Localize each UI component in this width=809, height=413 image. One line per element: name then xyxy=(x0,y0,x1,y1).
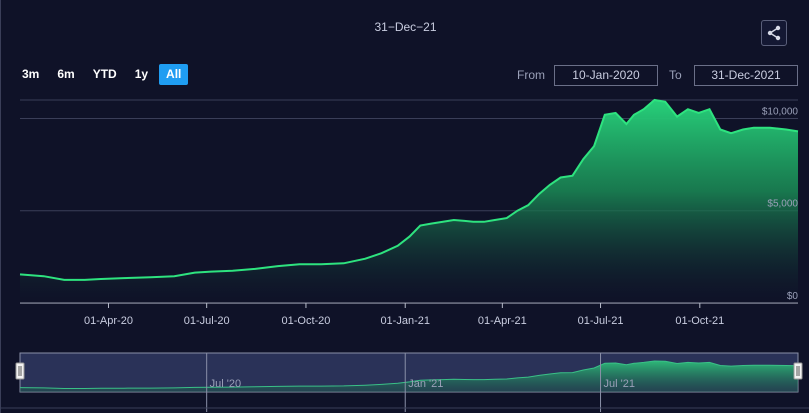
range-selector: 3m 6m YTD 1y All xyxy=(15,64,192,85)
navigator-handle-right[interactable] xyxy=(793,362,803,380)
range-button-6m[interactable]: 6m xyxy=(57,67,75,81)
chart-title: 31−Dec−21 xyxy=(374,20,437,34)
share-button[interactable] xyxy=(761,20,787,46)
range-button-all[interactable]: All xyxy=(159,64,189,85)
x-tick-label: 01-Jul-20 xyxy=(184,315,230,327)
range-button-1y[interactable]: 1y xyxy=(134,67,149,81)
x-tick-label: 01-Jan-21 xyxy=(380,315,430,327)
x-tick-label: 01-Oct-21 xyxy=(675,315,724,327)
x-tick-label: 01-Apr-20 xyxy=(84,315,133,327)
navigator-area xyxy=(20,361,798,392)
y-tick-label: $10,000 xyxy=(762,106,799,117)
to-label: To xyxy=(669,68,682,82)
series-area xyxy=(20,100,798,303)
x-tick-label: 01-Oct-20 xyxy=(281,315,330,327)
navigator-window[interactable] xyxy=(19,352,799,393)
from-label: From xyxy=(517,68,545,82)
y-tick-label: $5,000 xyxy=(767,199,798,210)
navigator-tick-label: Jul '21 xyxy=(604,378,635,390)
x-tick-label: 01-Apr-21 xyxy=(478,315,527,327)
share-icon xyxy=(767,25,781,41)
navigator-tick-label: Jan '21 xyxy=(408,378,443,390)
y-tick-label: $0 xyxy=(787,291,799,302)
navigator-line xyxy=(19,360,799,389)
navigator-tick-label: Jul '20 xyxy=(210,378,241,390)
navigator-handle-left[interactable] xyxy=(15,362,25,380)
x-tick-label: 01-Jul-21 xyxy=(578,315,624,327)
from-date-input[interactable]: 10-Jan-2020 xyxy=(554,65,658,86)
range-button-ytd[interactable]: YTD xyxy=(92,67,117,81)
series-line xyxy=(19,98,799,281)
range-button-3m[interactable]: 3m xyxy=(22,67,40,81)
to-date-input[interactable]: 31-Dec-2021 xyxy=(694,65,798,86)
